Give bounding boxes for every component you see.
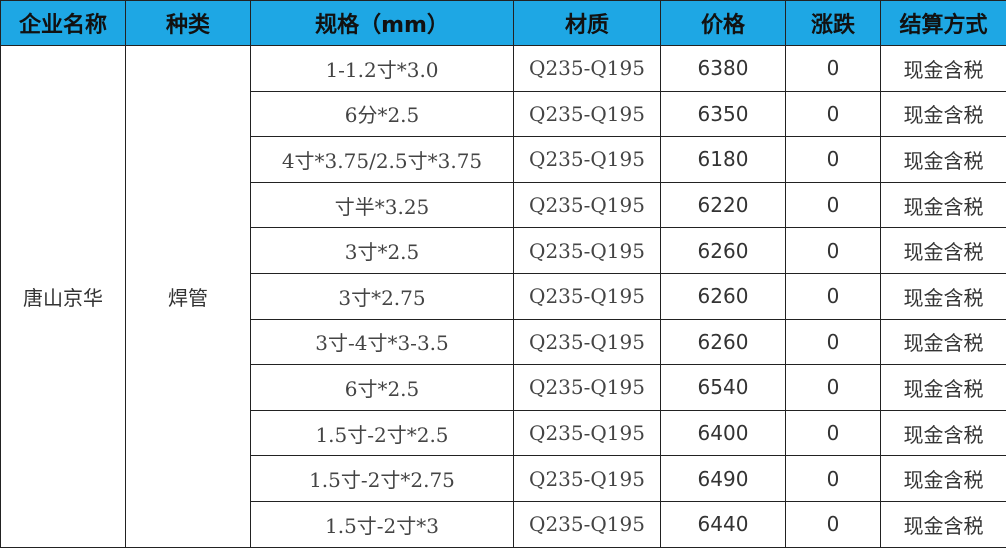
settlement-cell: 现金含税: [880, 45, 1006, 92]
spec-cell: 3寸*2.5: [250, 227, 514, 274]
spec-cell: 1-1.2寸*3.0: [250, 45, 514, 92]
material-cell: Q235-Q195: [513, 90, 661, 138]
material-cell: Q235-Q195: [513, 455, 661, 502]
header-spec: 规格（mm）: [250, 0, 514, 46]
change-cell: 0: [785, 409, 881, 457]
material-cell: Q235-Q195: [513, 364, 661, 411]
price-cell: 6400: [660, 409, 786, 457]
material-cell: Q235-Q195: [513, 500, 661, 548]
table-row: 1.5寸-2寸*3 Q235-Q195 6440 0 现金含税: [1, 500, 1006, 548]
spec-cell: 4寸*3.75/2.5寸*3.75: [250, 136, 514, 183]
spec-cell: 1.5寸-2寸*3: [250, 500, 514, 548]
spec-cell: 1.5寸-2寸*2.5: [250, 409, 514, 457]
header-price: 价格: [660, 0, 786, 46]
price-cell: 6350: [660, 90, 786, 138]
change-cell: 0: [785, 272, 881, 320]
table-row: 4寸*3.75/2.5寸*3.75 Q235-Q195 6180 0 现金含税: [1, 136, 1006, 183]
settlement-cell: 现金含税: [880, 227, 1006, 274]
change-cell: 0: [785, 181, 881, 229]
material-cell: Q235-Q195: [513, 409, 661, 457]
header-settlement: 结算方式: [880, 0, 1006, 46]
price-cell: 6440: [660, 500, 786, 548]
price-cell: 6540: [660, 364, 786, 411]
table-row: 3寸*2.5 Q235-Q195 6260 0 现金含税: [1, 227, 1006, 274]
header-company: 企业名称: [0, 0, 126, 46]
spec-cell: 寸半*3.25: [250, 181, 514, 229]
category-cell: 焊管: [125, 45, 251, 548]
spec-cell: 3寸-4寸*3-3.5: [250, 318, 514, 366]
price-cell: 6260: [660, 318, 786, 366]
settlement-cell: 现金含税: [880, 364, 1006, 411]
change-cell: 0: [785, 90, 881, 138]
change-cell: 0: [785, 455, 881, 502]
material-cell: Q235-Q195: [513, 45, 661, 92]
spec-cell: 6分*2.5: [250, 90, 514, 138]
change-cell: 0: [785, 45, 881, 92]
settlement-cell: 现金含税: [880, 181, 1006, 229]
settlement-cell: 现金含税: [880, 272, 1006, 320]
material-cell: Q235-Q195: [513, 181, 661, 229]
material-cell: Q235-Q195: [513, 227, 661, 274]
settlement-cell: 现金含税: [880, 318, 1006, 366]
change-cell: 0: [785, 136, 881, 183]
material-cell: Q235-Q195: [513, 272, 661, 320]
spec-cell: 6寸*2.5: [250, 364, 514, 411]
price-cell: 6490: [660, 455, 786, 502]
settlement-cell: 现金含税: [880, 136, 1006, 183]
price-cell: 6260: [660, 227, 786, 274]
table-row: 1.5寸-2寸*2.75 Q235-Q195 6490 0 现金含税: [1, 455, 1006, 502]
price-cell: 6220: [660, 181, 786, 229]
header-row: 企业名称 种类 规格（mm） 材质 价格 涨跌 结算方式: [0, 0, 1006, 46]
table-row: 唐山京华 焊管 1-1.2寸*3.0 Q235-Q195 6380 0 现金含税: [0, 45, 1006, 548]
settlement-cell: 现金含税: [880, 409, 1006, 457]
header-change: 涨跌: [785, 0, 881, 46]
material-cell: Q235-Q195: [513, 136, 661, 183]
table-row: 1.5寸-2寸*2.5 Q235-Q195 6400 0 现金含税: [1, 409, 1006, 457]
settlement-cell: 现金含税: [880, 90, 1006, 138]
settlement-cell: 现金含税: [880, 455, 1006, 502]
change-cell: 0: [785, 227, 881, 274]
change-cell: 0: [785, 500, 881, 548]
settlement-cell: 现金含税: [880, 500, 1006, 548]
header-category: 种类: [125, 0, 251, 46]
spec-cell: 1.5寸-2寸*2.75: [250, 455, 514, 502]
table-row: 寸半*3.25 Q235-Q195 6220 0 现金含税: [1, 181, 1006, 229]
change-cell: 0: [785, 318, 881, 366]
table-row: 6寸*2.5 Q235-Q195 6540 0 现金含税: [1, 364, 1006, 411]
spec-cell: 3寸*2.75: [250, 272, 514, 320]
header-material: 材质: [513, 0, 661, 46]
price-cell: 6180: [660, 136, 786, 183]
company-cell: 唐山京华: [0, 45, 126, 548]
change-cell: 0: [785, 364, 881, 411]
price-cell: 6380: [660, 45, 786, 92]
material-cell: Q235-Q195: [513, 318, 661, 366]
price-cell: 6260: [660, 272, 786, 320]
